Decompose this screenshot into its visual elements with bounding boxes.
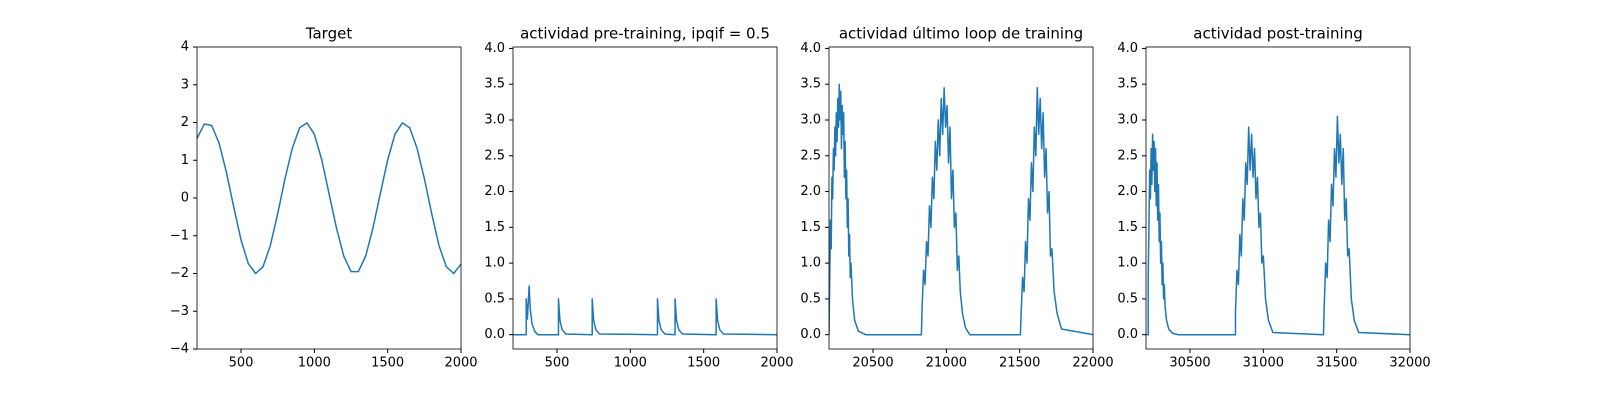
subplot: Target −4 −3 −2 −1 0 1 2 3 4 500 1000 1500 2000 xyxy=(170,25,478,371)
y-tick-label: 3.5 xyxy=(484,77,505,92)
x-tick-label: 21000 xyxy=(926,356,967,371)
y-tick-label: 2.5 xyxy=(800,148,821,163)
data-line xyxy=(197,122,461,275)
y-tick-label: 2.0 xyxy=(484,184,505,199)
x-tick-label: 22000 xyxy=(1072,356,1113,371)
y-tick-label: 0.0 xyxy=(800,327,821,342)
y-tick-label: 1.5 xyxy=(800,220,821,235)
x-tick-label: 500 xyxy=(229,356,254,371)
y-tick-label: 3.0 xyxy=(484,112,505,127)
y-tick-label: 3.5 xyxy=(800,77,821,92)
y-tick-label: 2.5 xyxy=(1117,148,1138,163)
x-tick-label: 1500 xyxy=(687,356,720,371)
x-tick-label: 1000 xyxy=(614,356,647,371)
x-tick-label: 30500 xyxy=(1169,356,1210,371)
subplot: actividad último loop de training 0.0 0.5 1… xyxy=(800,25,1113,371)
y-tick-label: −4 xyxy=(170,342,189,357)
y-tick-label: −1 xyxy=(170,228,189,243)
y-tick-label: 0.0 xyxy=(484,327,505,342)
y-tick-label: 4.0 xyxy=(484,41,505,56)
subplot: actividad pre-training, ipqif = 0.5 0.0 0.… xyxy=(484,25,793,371)
y-tick-label: 3.0 xyxy=(800,112,821,127)
x-tick-label: 32000 xyxy=(1389,356,1430,371)
data-line xyxy=(513,285,777,336)
x-tick-label: 31000 xyxy=(1243,356,1284,371)
axes-frame xyxy=(1145,46,1411,350)
x-tick-label: 2000 xyxy=(760,356,793,371)
y-tick-label: 2.5 xyxy=(484,148,505,163)
y-tick-label: −2 xyxy=(170,266,189,281)
x-tick-label: 21500 xyxy=(999,356,1040,371)
y-tick-label: 0.5 xyxy=(800,291,821,306)
data-line xyxy=(829,83,1093,336)
subplot-title: Target xyxy=(305,25,353,43)
x-tick-label: 20500 xyxy=(852,356,893,371)
y-tick-label: 2.0 xyxy=(1117,184,1138,199)
y-tick-label: 2.0 xyxy=(800,184,821,199)
x-tick-label: 31500 xyxy=(1316,356,1357,371)
y-tick-label: 1 xyxy=(181,153,189,168)
y-tick-label: 3.0 xyxy=(1117,112,1138,127)
x-tick-label: 1500 xyxy=(371,356,404,371)
y-tick-label: 1.0 xyxy=(800,256,821,271)
y-tick-label: 0.5 xyxy=(484,291,505,306)
y-tick-label: 1.5 xyxy=(1117,220,1138,235)
y-tick-label: 0.5 xyxy=(1117,291,1138,306)
subplot: actividad post-training 0.0 0.5 1.0 1.5 2.0 2.… xyxy=(1117,25,1430,371)
y-tick-label: −3 xyxy=(170,304,189,319)
x-tick-label: 1000 xyxy=(298,356,331,371)
y-tick-label: 1.0 xyxy=(1117,256,1138,271)
y-tick-label: 1.0 xyxy=(484,256,505,271)
y-tick-label: 3.5 xyxy=(1117,77,1138,92)
y-tick-label: 4.0 xyxy=(800,41,821,56)
x-tick-label: 2000 xyxy=(444,356,477,371)
y-tick-label: 0.0 xyxy=(1117,327,1138,342)
y-tick-label: 1.5 xyxy=(484,220,505,235)
axes-frame xyxy=(196,46,462,350)
y-tick-label: 0 xyxy=(181,191,189,206)
axes-frame xyxy=(828,46,1094,350)
y-tick-label: 4.0 xyxy=(1117,41,1138,56)
y-tick-label: 4 xyxy=(181,40,189,55)
axes-frame xyxy=(512,46,778,350)
subplot-title: actividad pre-training, ipqif = 0.5 xyxy=(520,25,770,43)
data-line xyxy=(1146,115,1410,336)
y-tick-label: 3 xyxy=(181,77,189,92)
y-tick-label: 2 xyxy=(181,115,189,130)
subplot-title: actividad post-training xyxy=(1193,25,1362,43)
x-tick-label: 500 xyxy=(545,356,570,371)
subplot-title: actividad último loop de training xyxy=(839,25,1083,43)
